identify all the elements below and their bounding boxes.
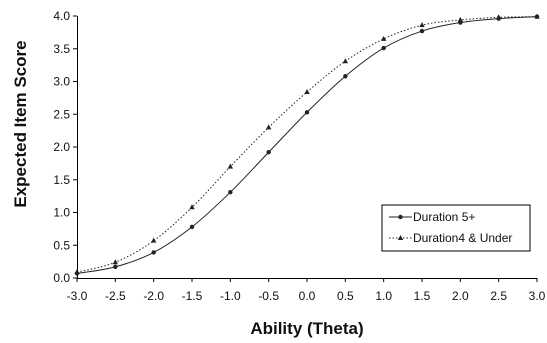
- series-2-point: [112, 259, 119, 265]
- series-2-point: [457, 16, 464, 22]
- x-tick-label: -3.0: [67, 289, 88, 303]
- series-2-point: [304, 88, 310, 94]
- x-tick-label: 1.0: [375, 289, 392, 303]
- x-tick-label: 2.5: [490, 289, 507, 303]
- series-2-point: [342, 58, 349, 64]
- x-tick-label: -0.5: [258, 289, 279, 303]
- series-2-point: [150, 237, 157, 243]
- x-axis-title: Ability (Theta): [250, 319, 363, 338]
- series-1-point: [228, 189, 233, 195]
- x-tick-label: 0.5: [337, 289, 354, 303]
- x-tick-label: -2.5: [105, 289, 126, 303]
- series-2-point: [534, 13, 540, 19]
- series-2-point: [227, 163, 234, 169]
- legend-marker-series-2: [397, 235, 404, 240]
- series-1-point: [151, 250, 156, 255]
- y-tick-label: 3.5: [53, 42, 70, 56]
- series-1-point: [113, 264, 118, 270]
- x-tick-label: 0.0: [299, 289, 316, 303]
- series-2-point: [495, 14, 502, 20]
- legend-label-series-1: Duration 5+: [413, 210, 475, 224]
- x-tick-label: 3.0: [529, 289, 546, 303]
- series-1-point: [419, 28, 425, 34]
- x-tick-label: -1.5: [182, 289, 203, 303]
- y-tick-label: 2.5: [53, 107, 70, 121]
- y-tick-label: 1.0: [53, 206, 70, 220]
- series-2-point: [419, 22, 425, 28]
- y-tick-label: 0.5: [53, 238, 70, 252]
- legend-label-series-2: Duration4 & Under: [413, 231, 512, 245]
- y-axis-title: Expected Item Score: [11, 40, 30, 207]
- y-tick-label: 3.0: [53, 75, 70, 89]
- x-tick-label: -1.0: [220, 289, 241, 303]
- legend-marker-series-1: [398, 214, 403, 220]
- y-tick-label: 2.0: [53, 140, 70, 154]
- series-1-point: [343, 74, 348, 79]
- y-tick-label: 4.0: [53, 9, 70, 23]
- y-tick-label: 1.5: [53, 173, 70, 187]
- series-1-point: [304, 110, 310, 115]
- legend: Duration 5+ Duration4 & Under: [381, 204, 531, 252]
- series-layer: [74, 13, 540, 276]
- y-tick-label: 0.0: [53, 271, 70, 285]
- series-2-point: [189, 204, 195, 210]
- series-2-point: [74, 269, 80, 275]
- series-1-point: [381, 45, 386, 51]
- series-1-point: [189, 224, 195, 230]
- x-tick-label: 1.5: [414, 289, 431, 303]
- x-tick-label: -2.0: [143, 289, 164, 303]
- series-2-point: [380, 35, 387, 41]
- x-ticks: -3.0 -2.5 -2.0 -1.5 -1.0 -0.5 0.0 0.5 1.0 1.5 2.0 2…: [67, 278, 546, 303]
- series-1-point: [266, 150, 271, 155]
- series-2-point: [265, 124, 272, 130]
- legend-box: [381, 204, 531, 252]
- x-tick-label: 2.0: [452, 289, 469, 303]
- y-ticks: 0.0 0.5 1.0 1.5 2.0 2.5 3.0 3.5 4.0: [53, 9, 77, 285]
